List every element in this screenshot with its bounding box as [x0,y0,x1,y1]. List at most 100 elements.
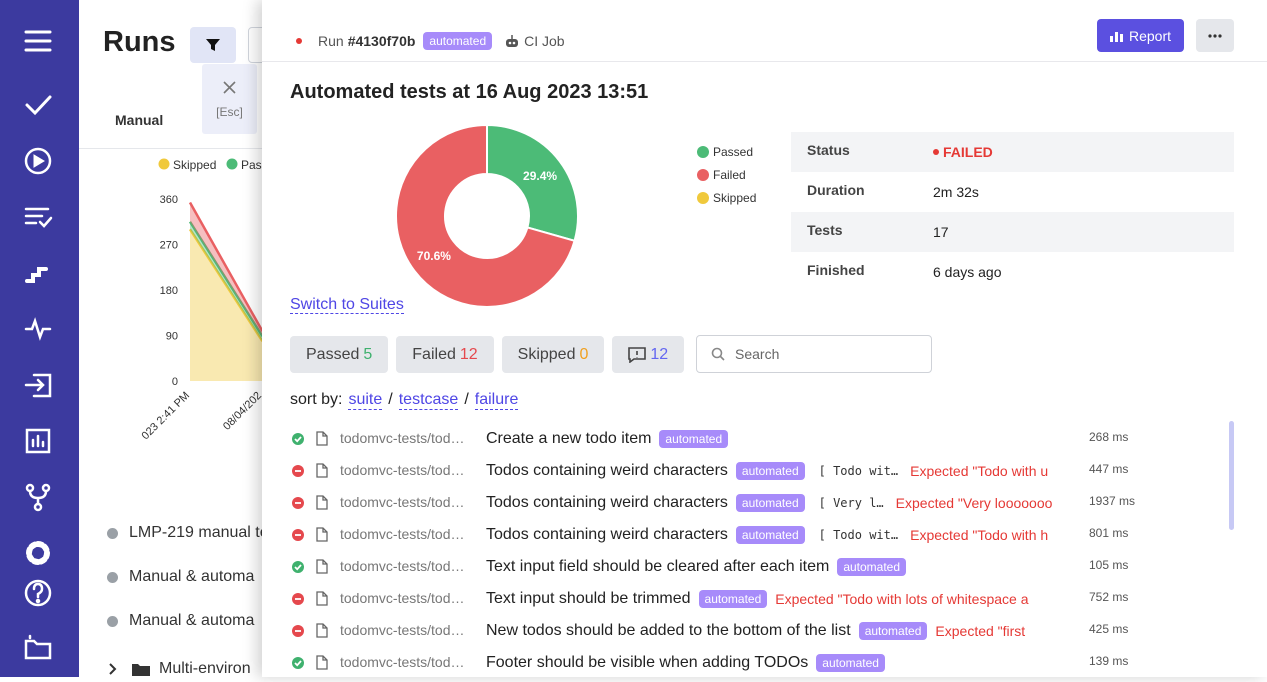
summary-key: Status [807,142,850,158]
test-message: Expected "Very looooooo [895,495,1053,511]
status-icon [292,497,304,509]
projects-icon[interactable] [24,634,52,660]
test-args: [ Todo wit… [818,528,899,542]
more-button[interactable] [1196,19,1234,52]
divider [79,148,262,149]
summary-key: Finished [807,262,865,278]
test-main: Todos containing weird characters automat… [486,524,1070,546]
filter-button[interactable]: Passed 5 [290,336,389,373]
run-id: #4130f70b [347,33,416,49]
runs-title: Runs [103,26,176,58]
sort-option[interactable]: failure [474,391,519,410]
help-icon[interactable] [24,579,52,607]
test-time: 447 ms [1089,462,1129,476]
file-icon [316,527,328,542]
run-item[interactable]: LMP-219 manual te [106,524,269,542]
filter-label: Passed [306,345,360,363]
summary-key: Tests [807,222,843,238]
switch-link[interactable]: Switch to Suites [290,296,404,314]
test-tag: automated [659,430,729,448]
check-icon[interactable] [25,95,52,116]
test-name: Todos containing weird characters [486,526,728,543]
test-row[interactable]: todomvc-tests/tod… Text input should be t… [290,582,1230,614]
file-shape [316,623,328,638]
switch-link-wrap: Switch to Suites [290,296,404,316]
filter-count: 12 [459,345,478,363]
report-button[interactable]: Report [1097,19,1184,52]
test-row[interactable]: todomvc-tests/tod… Todos containing weird… [290,454,1230,486]
summary-row: Finished 6 days ago [791,252,1234,292]
run-icon-circle [107,571,118,583]
summary-value-cell: 17 [933,224,949,240]
pulse-icon[interactable] [24,317,52,341]
status-icon [292,561,304,573]
test-row[interactable]: todomvc-tests/tod… Todos containing weird… [290,486,1230,518]
area-line [188,221,262,337]
file-icon [316,623,328,638]
steps-icon[interactable] [25,267,48,283]
settings-icon[interactable] [26,541,50,565]
legend-label: Failed [713,168,746,182]
run-item[interactable]: Manual & automa [106,568,254,586]
test-row[interactable]: todomvc-tests/tod… Text input field shoul… [290,550,1230,582]
pie-slice [395,123,576,308]
close-icon [223,81,236,94]
area-line [188,228,262,342]
y-tick-label: 360 [160,194,178,206]
import-icon[interactable] [24,373,52,398]
filter-count: 0 [579,345,589,363]
file-shape [316,463,328,478]
test-tag: automated [858,622,928,640]
filter-count: 5 [363,345,373,363]
test-time: 425 ms [1089,622,1129,636]
slice-label: 70.6% [417,249,451,263]
test-tag: automated [837,558,907,576]
summary-key: Duration [807,182,865,198]
status-glyph [294,436,302,443]
legend-swatch [226,158,238,170]
analytics-icon[interactable] [25,428,51,454]
menu-icon[interactable] [24,30,52,52]
run-name: Manual & automa [129,568,255,585]
test-row[interactable]: todomvc-tests/tod… New todos should be ad… [290,614,1230,646]
filter-label: Failed [412,345,456,363]
run-label: Run [318,33,344,49]
test-name: Text input field should be cleared after… [486,558,830,575]
test-list: todomvc-tests/tod… Create a new todo item… [290,422,1240,677]
tests-icon[interactable] [24,207,53,228]
file-icon [316,463,328,478]
test-main: Footer should be visible when adding TOD… [486,652,1070,674]
branch-icon[interactable] [25,483,51,512]
file-icon [316,591,328,606]
scrollbar[interactable] [1229,421,1234,530]
filter-button[interactable]: 12 [612,336,685,373]
runs-icon[interactable] [24,147,52,175]
legend-swatch [697,192,709,204]
test-row[interactable]: todomvc-tests/tod… Todos containing weird… [290,518,1230,550]
test-row[interactable]: todomvc-tests/tod… Create a new todo item… [290,422,1230,454]
file-icon [316,559,328,574]
test-message: Expected "Todo with h [910,527,1049,543]
header-divider [262,61,1267,62]
y-tick-label: 270 [160,240,178,252]
filter-button[interactable]: Failed 12 [396,336,494,373]
run-item[interactable]: Manual & automa [106,612,254,630]
test-row[interactable]: todomvc-tests/tod… Footer should be visib… [290,646,1230,677]
run-header: Run #4130f70b automated CI Job [318,32,565,50]
more-icon [1208,33,1222,38]
run-icon [107,615,118,627]
run-icon-circle [107,615,118,627]
folder-row[interactable]: Multi-environ [106,660,251,678]
status-icon [292,593,304,605]
filter-button[interactable]: Skipped 0 [501,336,605,373]
sort-option[interactable]: suite [348,391,383,410]
close-popup[interactable]: [Esc] [202,64,257,134]
sort-label: sort by: [290,391,343,408]
area-line [188,201,262,332]
search-box[interactable]: Search [696,335,932,373]
filter-button[interactable] [190,27,236,63]
sort-option[interactable]: testcase [398,391,459,410]
tab[interactable]: Manual [115,112,164,128]
legend-swatch [697,146,709,158]
file-shape [316,527,328,542]
